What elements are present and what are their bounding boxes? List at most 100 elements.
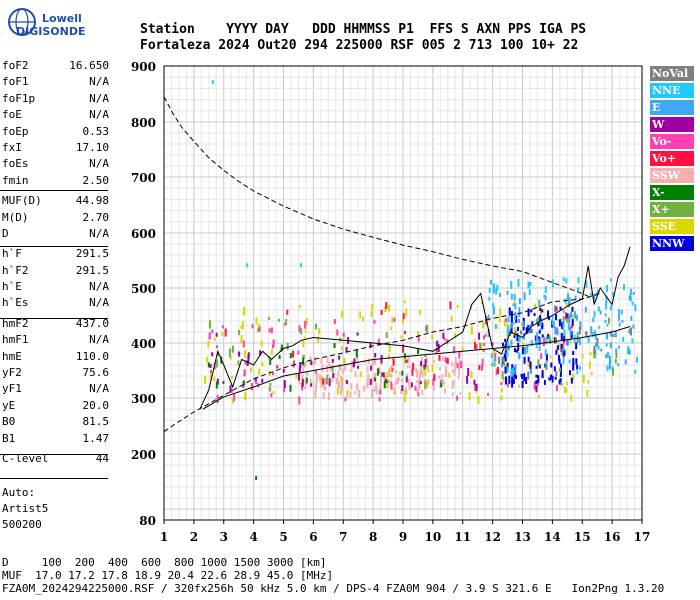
echo-mark <box>582 374 585 383</box>
echo-mark <box>432 385 435 391</box>
legend-item: Vo+ <box>650 151 694 166</box>
echo-mark <box>629 295 632 302</box>
echo-mark <box>555 349 558 355</box>
echo-mark <box>596 337 599 346</box>
echo-mark <box>609 278 612 282</box>
echo-mark <box>424 354 427 358</box>
echo-mark <box>629 327 632 336</box>
echo-mark <box>615 348 618 354</box>
echo-mark <box>390 373 393 378</box>
echo-mark <box>451 392 454 397</box>
echo-mark <box>502 377 505 383</box>
legend-item: NNE <box>650 83 694 98</box>
echo-mark <box>530 340 533 347</box>
param-name: MUF(D) <box>2 194 42 208</box>
echo-mark <box>378 397 381 402</box>
echo-mark <box>359 371 362 378</box>
echo-mark <box>595 292 598 297</box>
echo-mark <box>572 350 575 355</box>
echo-mark <box>611 291 614 297</box>
echo-mark <box>387 354 390 360</box>
param-row: h`F 291.5 <box>0 246 137 262</box>
echo-mark <box>528 288 531 295</box>
echo-mark <box>426 365 429 370</box>
echo-mark <box>240 334 243 343</box>
echo-mark <box>530 309 533 313</box>
footer-file-line: FZA0M_2024294225000.RSF / 320fx256h 50 k… <box>2 582 665 595</box>
echo-mark <box>631 301 634 306</box>
echo-mark <box>535 385 538 393</box>
echo-mark <box>391 384 394 391</box>
param-name: h`F <box>2 247 22 261</box>
echo-mark <box>331 358 334 363</box>
echo-mark <box>302 339 305 348</box>
echo-mark <box>559 369 562 378</box>
echo-mark <box>569 370 572 376</box>
echo-mark <box>544 349 547 356</box>
echo-mark <box>376 368 379 376</box>
echo-mark <box>570 311 573 318</box>
echo-mark <box>216 345 219 349</box>
echo-mark <box>342 332 345 337</box>
echo-mark <box>513 299 516 303</box>
param-row: foF2 16.650 <box>0 58 137 74</box>
header-labels: Station YYYY DAY DDD HHMMSS P1 FFS S AXN… <box>140 22 587 37</box>
echo-mark <box>507 325 510 330</box>
legend-item: SSW <box>650 168 694 183</box>
echo-mark <box>497 366 500 374</box>
echo-mark <box>506 338 509 344</box>
echo-mark <box>506 342 509 350</box>
echo-mark <box>450 315 453 322</box>
echo-mark <box>564 312 567 320</box>
echo-mark <box>405 389 408 395</box>
echo-mark <box>209 369 212 373</box>
echo-mark <box>277 318 280 322</box>
echo-mark <box>344 397 347 402</box>
echo-mark <box>394 379 397 386</box>
echo-mark <box>501 388 504 393</box>
echo-mark <box>432 378 435 386</box>
echo-mark <box>494 324 497 330</box>
echo-mark <box>259 350 262 356</box>
echo-mark <box>491 342 494 346</box>
echo-mark <box>456 395 459 401</box>
echo-mark <box>560 332 563 340</box>
echo-mark <box>525 327 528 335</box>
echo-mark <box>230 376 233 380</box>
echo-mark <box>492 285 495 294</box>
echo-mark <box>512 321 515 325</box>
echo-mark <box>588 361 591 369</box>
echo-mark <box>398 377 401 381</box>
echo-mark <box>475 383 478 391</box>
echo-mark <box>339 364 342 371</box>
echo-mark <box>299 362 302 369</box>
echo-mark <box>634 369 637 374</box>
echo-mark <box>505 318 508 323</box>
x-tick-label: 1 <box>160 530 168 544</box>
x-tick-label: 15 <box>574 530 591 544</box>
echo-mark <box>390 326 393 331</box>
param-separator <box>0 246 108 247</box>
echo-mark <box>479 342 482 350</box>
echo-mark <box>548 317 551 321</box>
echo-mark <box>567 293 570 300</box>
echo-mark <box>453 346 456 354</box>
echo-mark <box>407 355 410 364</box>
echo-mark <box>426 379 429 388</box>
echo-mark <box>498 292 501 297</box>
echo-mark <box>514 311 517 320</box>
echo-mark <box>558 319 561 327</box>
echo-mark <box>594 352 597 359</box>
echo-mark <box>336 387 339 395</box>
echo-mark <box>424 381 427 390</box>
echo-mark <box>420 356 423 362</box>
echo-mark <box>257 328 260 333</box>
echo-mark <box>315 380 318 386</box>
echo-mark <box>340 390 343 396</box>
echo-mark <box>241 320 244 329</box>
echo-mark <box>527 371 530 380</box>
echo-mark <box>544 295 547 301</box>
echo-mark <box>427 379 430 385</box>
echo-mark <box>268 316 271 320</box>
